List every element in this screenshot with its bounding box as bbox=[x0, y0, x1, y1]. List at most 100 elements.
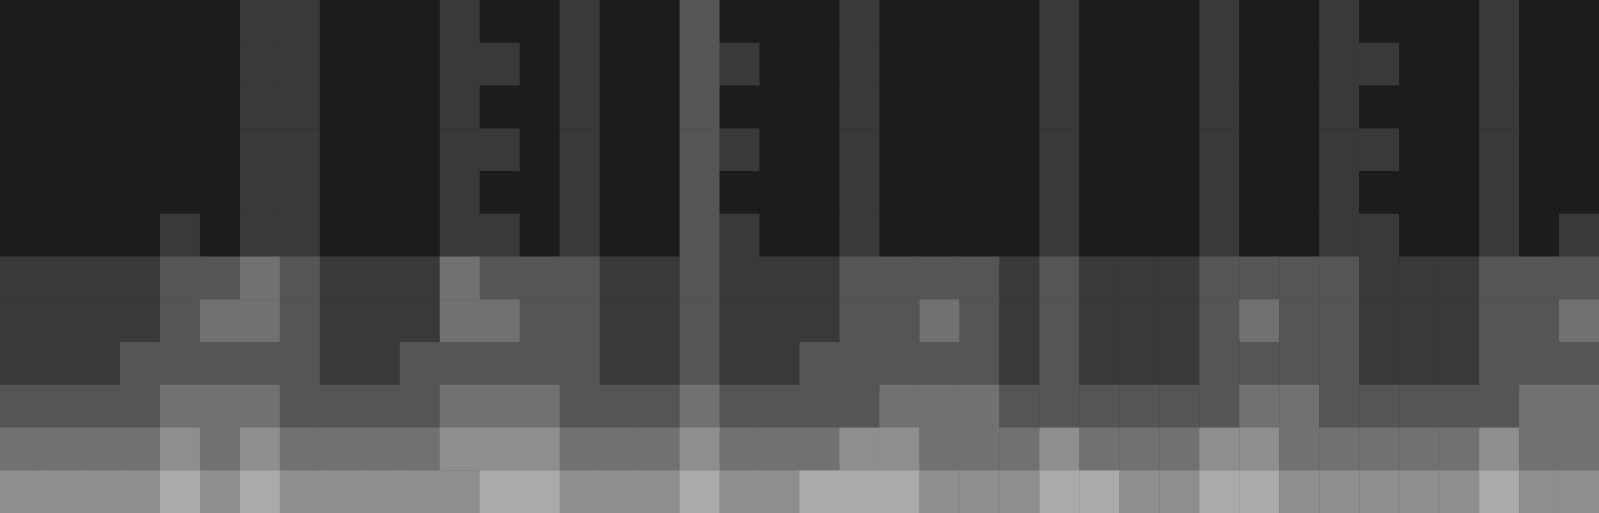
heatmap-cell bbox=[120, 342, 160, 385]
heatmap-cell bbox=[1039, 299, 1079, 342]
heatmap-cell bbox=[919, 428, 959, 471]
heatmap-cell bbox=[80, 128, 120, 171]
heatmap-cell bbox=[480, 43, 520, 86]
heatmap-cell bbox=[400, 257, 440, 300]
heatmap-cell bbox=[640, 86, 680, 129]
heatmap-cell bbox=[360, 171, 400, 214]
heatmap-cell bbox=[200, 342, 240, 385]
heatmap-cell bbox=[919, 385, 959, 428]
heatmap-cell bbox=[240, 128, 280, 171]
heatmap-cell bbox=[1519, 428, 1559, 471]
heatmap-cell bbox=[520, 128, 560, 171]
heatmap-cell bbox=[1359, 128, 1399, 171]
heatmap-cell bbox=[360, 385, 400, 428]
heatmap-cell bbox=[999, 470, 1039, 513]
heatmap-cell bbox=[1559, 470, 1599, 513]
heatmap-cell bbox=[560, 214, 600, 257]
heatmap-cell bbox=[839, 342, 879, 385]
heatmap-cell bbox=[760, 428, 800, 471]
heatmap-cell bbox=[1359, 171, 1399, 214]
heatmap-cell bbox=[1239, 171, 1279, 214]
heatmap-cell bbox=[839, 428, 879, 471]
heatmap-cell bbox=[0, 86, 40, 129]
heatmap-cell bbox=[1559, 257, 1599, 300]
heatmap-cell bbox=[800, 299, 840, 342]
heatmap-cell bbox=[1519, 342, 1559, 385]
heatmap-cell bbox=[839, 0, 879, 43]
heatmap-cell bbox=[1199, 299, 1239, 342]
heatmap-cell bbox=[320, 385, 360, 428]
heatmap-cell bbox=[1359, 385, 1399, 428]
heatmap-cell bbox=[839, 470, 879, 513]
heatmap-cell bbox=[959, 214, 999, 257]
heatmap-cell bbox=[120, 43, 160, 86]
heatmap-cell bbox=[1159, 428, 1199, 471]
heatmap-cell bbox=[520, 171, 560, 214]
heatmap-cell bbox=[360, 299, 400, 342]
heatmap-cell bbox=[160, 428, 200, 471]
heatmap-cell bbox=[1039, 128, 1079, 171]
heatmap-cell bbox=[1359, 0, 1399, 43]
heatmap-cell bbox=[1279, 385, 1319, 428]
heatmap-cell bbox=[1519, 470, 1559, 513]
heatmap-cell bbox=[520, 214, 560, 257]
heatmap-cell bbox=[80, 257, 120, 300]
heatmap-cell bbox=[800, 342, 840, 385]
heatmap-cell bbox=[240, 0, 280, 43]
heatmap-cell bbox=[720, 43, 760, 86]
heatmap-cell bbox=[999, 171, 1039, 214]
heatmap-cell bbox=[440, 470, 480, 513]
heatmap-cell bbox=[40, 299, 80, 342]
heatmap-cell bbox=[80, 428, 120, 471]
heatmap-cell bbox=[760, 0, 800, 43]
heatmap-cell bbox=[440, 428, 480, 471]
heatmap-cell bbox=[680, 342, 720, 385]
heatmap-cell bbox=[680, 128, 720, 171]
heatmap-cell bbox=[1039, 171, 1079, 214]
heatmap-cell bbox=[640, 171, 680, 214]
heatmap-cell bbox=[720, 128, 760, 171]
heatmap-cell bbox=[879, 214, 919, 257]
heatmap-cell bbox=[1519, 214, 1559, 257]
heatmap-cell bbox=[320, 257, 360, 300]
heatmap-cell bbox=[440, 342, 480, 385]
heatmap-cell bbox=[1559, 171, 1599, 214]
heatmap-cell bbox=[0, 342, 40, 385]
heatmap-cell bbox=[1279, 428, 1319, 471]
heatmap-cell bbox=[520, 428, 560, 471]
heatmap-cell bbox=[919, 470, 959, 513]
heatmap-cell bbox=[1319, 86, 1359, 129]
heatmap-cell bbox=[1159, 128, 1199, 171]
heatmap-cell bbox=[1479, 43, 1519, 86]
heatmap-cell bbox=[640, 342, 680, 385]
heatmap-cell bbox=[400, 428, 440, 471]
heatmap-cell bbox=[680, 257, 720, 300]
heatmap-cell bbox=[1279, 86, 1319, 129]
heatmap-cell bbox=[959, 128, 999, 171]
heatmap-cell bbox=[160, 214, 200, 257]
heatmap-cell bbox=[760, 171, 800, 214]
heatmap-cell bbox=[480, 128, 520, 171]
heatmap-cell bbox=[1479, 342, 1519, 385]
heatmap-cell bbox=[240, 171, 280, 214]
heatmap-cell bbox=[640, 0, 680, 43]
heatmap-cell bbox=[400, 299, 440, 342]
heatmap-cell bbox=[1559, 128, 1599, 171]
heatmap-cell bbox=[680, 214, 720, 257]
heatmap-cell bbox=[1399, 385, 1439, 428]
heatmap-cell bbox=[1279, 470, 1319, 513]
heatmap-cell bbox=[520, 470, 560, 513]
cells bbox=[0, 0, 1599, 513]
heatmap-cell bbox=[280, 0, 320, 43]
heatmap-cell bbox=[360, 214, 400, 257]
heatmap-cell bbox=[959, 0, 999, 43]
heatmap-cell bbox=[1399, 128, 1439, 171]
heatmap-cell bbox=[720, 299, 760, 342]
heatmap-cell bbox=[1239, 428, 1279, 471]
heatmap-cell bbox=[1479, 0, 1519, 43]
heatmap-cell bbox=[1119, 470, 1159, 513]
heatmap-cell bbox=[80, 299, 120, 342]
heatmap-cell bbox=[480, 385, 520, 428]
heatmap-cell bbox=[560, 43, 600, 86]
heatmap-cell bbox=[1439, 385, 1479, 428]
